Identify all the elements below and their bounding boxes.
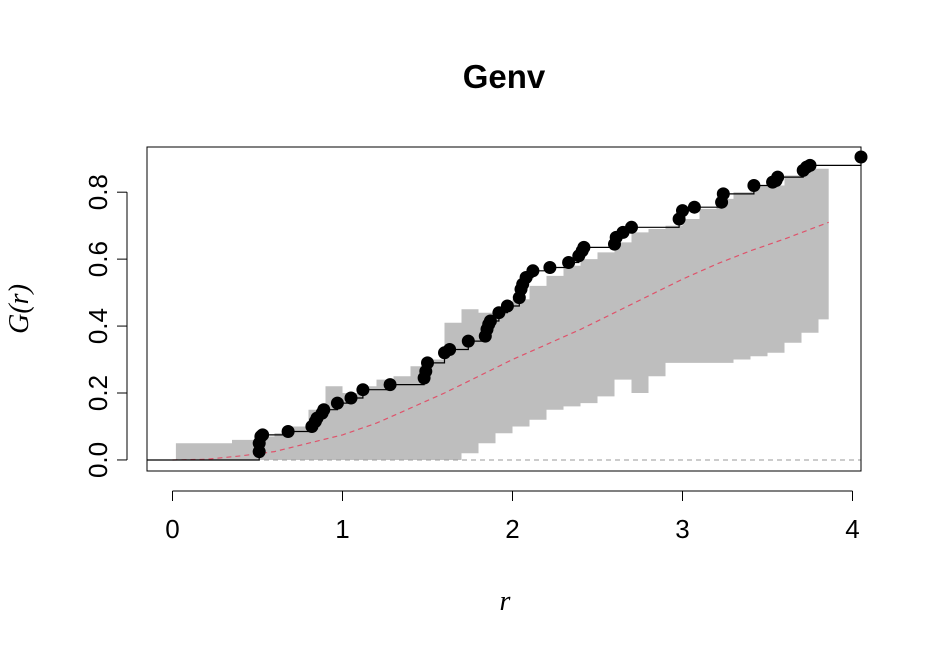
observed-point [344, 391, 358, 405]
observed-point [356, 383, 370, 397]
chart-title: Genv [463, 58, 546, 95]
observed-point [281, 425, 295, 438]
x-tick-label: 4 [845, 514, 859, 544]
x-tick-label: 2 [505, 514, 519, 544]
observed-point [625, 220, 638, 234]
observed-point [577, 240, 591, 254]
y-tick-label: 0.0 [83, 442, 113, 478]
x-tick-label: 1 [335, 514, 349, 544]
observed-point [500, 299, 514, 313]
x-tick-label: 0 [165, 514, 179, 544]
observed-point [716, 187, 730, 201]
observed-point [771, 170, 785, 184]
observed-point [803, 158, 817, 172]
plot-area [147, 150, 868, 461]
observed-point [461, 334, 475, 348]
observed-point [421, 356, 434, 370]
plot-frame [146, 146, 862, 472]
y-axis: 0.0 0.2 0.4 0.6 0.8 [83, 174, 128, 478]
observed-point [543, 261, 557, 274]
y-axis-label: G(r) [4, 284, 35, 334]
observed-point [676, 204, 689, 218]
observed-point [256, 428, 270, 442]
x-axis: 0 1 2 3 4 [165, 490, 860, 544]
y-axis-label-group: G(r) [4, 284, 35, 334]
observed-point [483, 314, 497, 328]
y-tick-label: 0.2 [83, 375, 113, 411]
observed-point [562, 256, 576, 269]
observed-point [330, 396, 344, 410]
observed-point [317, 403, 331, 417]
x-axis-label: r [500, 586, 511, 617]
y-tick-label: 0.6 [83, 241, 113, 277]
observed-point [526, 264, 540, 278]
x-tick-label: 3 [675, 514, 689, 544]
observed-point [747, 179, 761, 192]
observed-point [383, 378, 397, 392]
theoretical-curve [172, 221, 829, 461]
y-tick-label: 0.4 [83, 308, 113, 344]
y-tick-label: 0.8 [83, 174, 113, 210]
observed-point [687, 200, 701, 214]
observed-point [443, 343, 457, 356]
